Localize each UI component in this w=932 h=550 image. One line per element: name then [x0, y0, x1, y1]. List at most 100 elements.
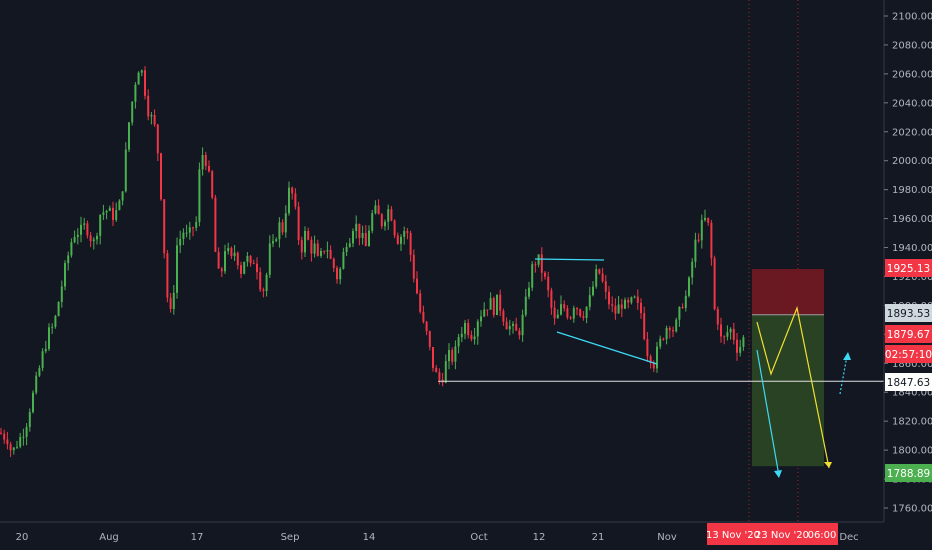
candle-body	[380, 214, 383, 227]
candle-body	[300, 240, 303, 253]
price-tag-label: 1847.63	[887, 377, 930, 389]
candle-body	[291, 187, 294, 194]
candle-body	[489, 298, 492, 310]
candle-body	[396, 235, 399, 244]
y-tick-label: 1940.00	[892, 243, 932, 254]
price-tag	[885, 373, 932, 391]
candle-body	[614, 305, 617, 314]
candle-body	[236, 252, 239, 266]
candle-body	[384, 221, 386, 227]
candle-body	[403, 231, 406, 237]
x-tick-label: Oct	[470, 532, 487, 543]
x-tick-label: 14	[363, 532, 376, 543]
candle-body	[390, 209, 393, 221]
candle-body	[329, 250, 332, 259]
candle-body	[118, 200, 121, 211]
candle-body	[457, 337, 460, 347]
candle-body	[182, 232, 185, 240]
candle-body	[720, 324, 722, 337]
candle-body	[166, 253, 169, 298]
price-tag	[885, 345, 932, 363]
candle-body	[188, 227, 191, 233]
candle-body	[588, 295, 591, 307]
candle-body	[217, 251, 220, 269]
candle-body	[416, 278, 418, 294]
highlighted-time-label: 23 Nov '20	[755, 530, 809, 541]
candle-body	[57, 301, 60, 317]
trend-line-lower[interactable]	[556, 331, 658, 365]
candle-body	[28, 412, 31, 427]
projection-path-cyan[interactable]	[756, 349, 780, 477]
candle-body	[240, 265, 242, 274]
candle-body	[563, 304, 566, 309]
candle-body	[208, 166, 210, 172]
candle-body	[316, 243, 319, 256]
projection-arrowhead-yellow	[824, 462, 832, 468]
candle-body	[336, 267, 338, 280]
trend-line-upper[interactable]	[534, 258, 605, 261]
candle-body	[32, 392, 34, 413]
candle-body	[256, 263, 258, 273]
candle-body	[425, 321, 428, 332]
highlighted-time-label: 13 Nov '20	[706, 530, 760, 541]
candle-body	[544, 272, 546, 277]
candle-body	[281, 222, 284, 233]
candle-body	[502, 310, 505, 322]
candle-body	[470, 335, 473, 340]
x-tick-label: Aug	[99, 532, 119, 543]
x-tick-label: 21	[592, 532, 605, 543]
candle-body	[556, 314, 559, 319]
y-tick-label: 1820.00	[892, 417, 932, 428]
candle-body	[550, 290, 553, 308]
candle-body	[592, 286, 594, 296]
candle-body	[428, 331, 431, 347]
y-tick-label: 1860.00	[892, 359, 932, 370]
candle-body	[313, 243, 316, 254]
price-tag-label: 1893.53	[887, 308, 930, 320]
candle-body	[700, 220, 703, 241]
candle-body	[246, 255, 249, 262]
candle-body	[195, 221, 198, 228]
candle-body	[294, 193, 297, 207]
y-tick-label: 2040.00	[892, 98, 932, 109]
candle-body	[44, 348, 47, 352]
candle-body	[560, 304, 562, 315]
y-tick-label: 2080.00	[892, 40, 932, 51]
candle-body	[323, 250, 326, 252]
stop-loss-zone[interactable]	[752, 269, 824, 315]
candle-body	[691, 261, 694, 278]
projection-path-dotted[interactable]	[839, 355, 848, 395]
candle-body	[144, 70, 146, 96]
candle-body	[38, 368, 41, 376]
candle-body	[624, 299, 626, 309]
candle-body	[617, 304, 620, 314]
candle-body	[60, 286, 63, 302]
candle-body	[518, 330, 521, 336]
candle-body	[201, 155, 204, 170]
candle-body	[464, 322, 466, 334]
y-tick-label: 1920.00	[892, 272, 932, 283]
candle-body	[361, 232, 364, 239]
candle-body	[598, 269, 601, 274]
candle-body	[80, 224, 82, 235]
price-tag-label: 02:57:10	[885, 349, 932, 361]
candle-body	[368, 230, 370, 247]
projection-path-yellow[interactable]	[756, 305, 830, 469]
candle-body	[12, 447, 15, 451]
candle-body	[108, 207, 111, 211]
y-tick-label: 2000.00	[892, 156, 932, 167]
candle-body	[41, 351, 44, 369]
candle-body	[73, 237, 76, 243]
candle-body	[272, 241, 274, 244]
candle-body	[172, 292, 175, 309]
candle-body	[3, 433, 6, 440]
candle-body	[153, 114, 156, 125]
candle-body	[332, 258, 335, 268]
candle-body	[307, 230, 310, 240]
x-tick-label: Dec	[839, 532, 858, 543]
candle-body	[339, 268, 342, 280]
candle-body	[304, 230, 306, 253]
candle-body	[83, 223, 86, 225]
candle-body	[636, 296, 639, 303]
